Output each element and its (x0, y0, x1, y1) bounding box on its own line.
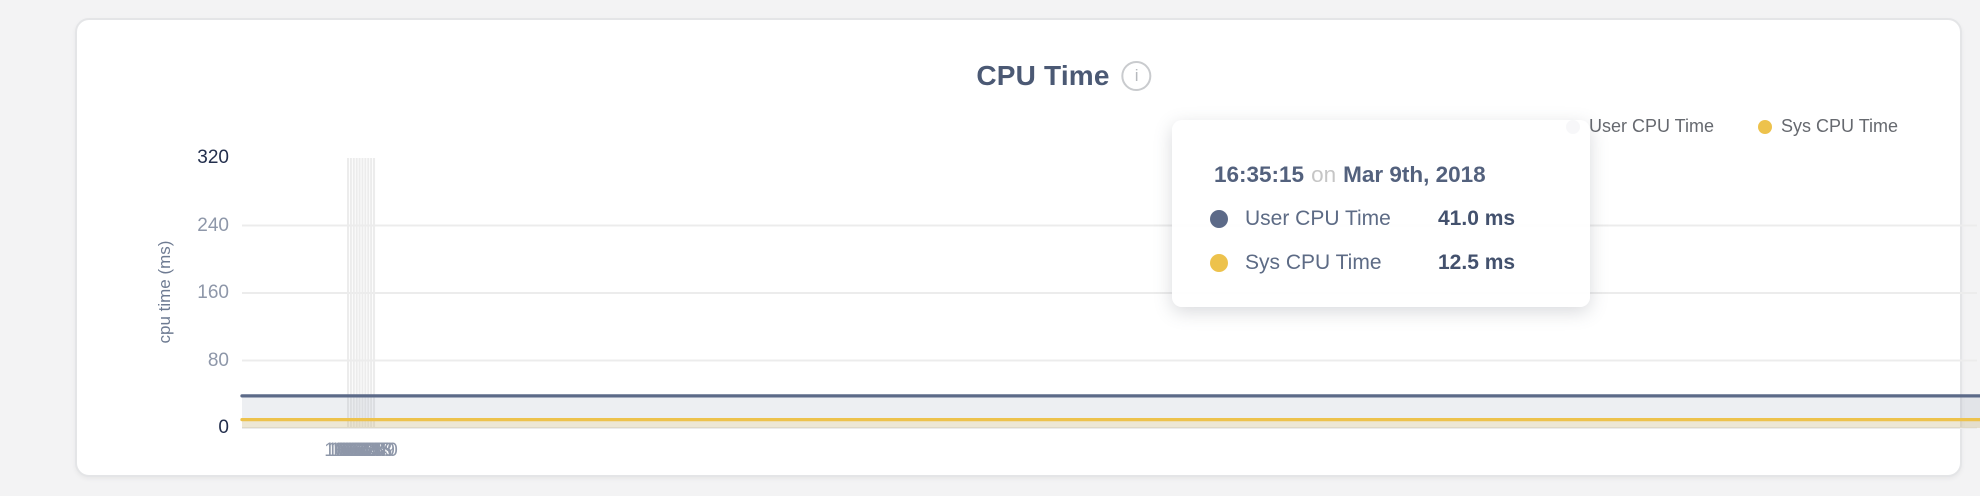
legend: User CPU Time Sys CPU Time (1566, 116, 1898, 137)
tooltip-date: Mar 9th, 2018 (1343, 162, 1486, 187)
y-tick-label: 320 (197, 147, 229, 168)
plot-area[interactable] (77, 20, 1980, 496)
x-tick-label: 16:38 (344, 440, 393, 461)
legend-item[interactable]: Sys CPU Time (1758, 116, 1898, 137)
tooltip-series-label: Sys CPU Time (1245, 251, 1382, 274)
tooltip-row: User CPU Time 41.0 ms (1210, 204, 1574, 234)
x-tick-label: 16:37 (341, 440, 390, 461)
y-tick-label: 80 (207, 349, 229, 371)
series-line (240, 394, 1980, 398)
tooltip-series-value: 41.0 ms (1438, 207, 1516, 230)
chart-header: CPU Time i (976, 60, 1152, 92)
y-tick-label: 240 (197, 214, 229, 236)
x-tick-label: 16:40 (350, 440, 398, 461)
info-icon[interactable]: i (1121, 61, 1152, 91)
x-tick-label: 16:35 (335, 440, 384, 461)
tooltip-conjunction: on (1311, 162, 1337, 187)
x-tick-label: 16:31 (324, 440, 372, 461)
series-area (242, 419, 1980, 428)
x-tick-label: 16:36 (338, 440, 387, 461)
legend-dot-icon (1758, 119, 1773, 134)
x-tick-label: 16:39 (347, 440, 395, 461)
legend-label: User CPU Time (1589, 116, 1715, 136)
chart-title: CPU Time (976, 60, 1110, 91)
tooltip-header: 16:35:15 on Mar 9th, 2018 (1214, 162, 1486, 188)
tooltip-row: Sys CPU Time 12.5 ms (1210, 248, 1574, 278)
chart-card: CPU Time i cpu time (ms) 0 80 160 240 320 16… (75, 18, 1980, 477)
tooltip: 16:35:15 on Mar 9th, 2018 User CPU Time 41.… (1172, 120, 1590, 307)
tooltip-time: 16:35:15 (1214, 162, 1305, 187)
y-tick-label: 0 (218, 417, 229, 438)
tooltip-series-dot-icon (1210, 210, 1228, 228)
tooltip-series-value: 12.5 ms (1438, 251, 1516, 274)
x-tick-label: 16:34 (332, 440, 381, 461)
y-tick-label: 160 (197, 282, 229, 303)
tooltip-rows: User CPU Time 41.0 ms Sys CPU Time 12.5 ms (1210, 204, 1574, 292)
x-tick-label: 16:32 (327, 440, 375, 461)
legend-label: Sys CPU Time (1781, 116, 1899, 136)
tooltip-series-label: User CPU Time (1245, 207, 1391, 230)
x-tick-label: 16:33 (330, 440, 378, 461)
tooltip-series-dot-icon (1210, 254, 1228, 272)
